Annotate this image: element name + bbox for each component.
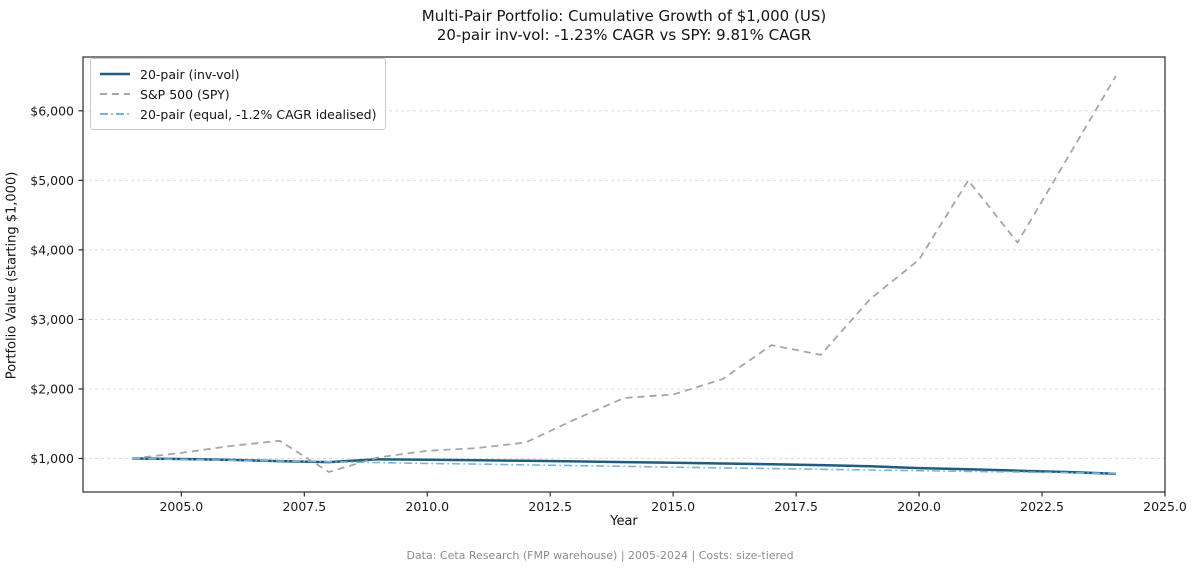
legend-label-invvol: 20-pair (inv-vol) — [140, 66, 240, 82]
legend-item-spy: S&P 500 (SPY) — [98, 84, 376, 104]
x-tick-label: 2012.5 — [528, 499, 572, 514]
legend-swatch-solid-line — [100, 72, 130, 76]
x-axis-label: Year — [610, 514, 638, 529]
series-line-spy — [132, 75, 1117, 473]
legend-item-invvol: 20-pair (inv-vol) — [98, 64, 376, 84]
footer-caption: Data: Ceta Research (FMP warehouse) | 20… — [406, 549, 794, 562]
x-tick-label: 2025.0 — [1143, 499, 1187, 514]
chart-subtitle: 20-pair inv-vol: -1.23% CAGR vs SPY: 9.8… — [436, 26, 812, 44]
legend-swatch-dashdot-line — [100, 113, 130, 115]
x-tick-label: 2015.0 — [651, 499, 695, 514]
y-tick-label: $1,000 — [30, 451, 74, 466]
y-tick-label: $2,000 — [30, 381, 74, 396]
legend: 20-pair (inv-vol) S&P 500 (SPY) 20-pair … — [90, 58, 387, 130]
y-tick-label: $3,000 — [30, 312, 74, 327]
x-tick-label: 2007.5 — [282, 499, 326, 514]
x-tick-label: 2020.0 — [897, 499, 941, 514]
legend-item-equal: 20-pair (equal, -1.2% CAGR idealised) — [98, 104, 376, 124]
x-tick-label: 2005.0 — [159, 499, 203, 514]
y-tick-label: $4,000 — [30, 242, 74, 257]
y-tick-label: $5,000 — [30, 173, 74, 188]
series-line-equal — [132, 457, 1116, 475]
legend-label-spy: S&P 500 (SPY) — [140, 86, 230, 102]
plot-frame — [82, 56, 1166, 493]
chart-region: 2005.0 2007.5 2010.0 2012.5 2015.0 2017.5 2020… — [4, 7, 1187, 529]
x-tick-label: 2010.0 — [405, 499, 449, 514]
x-tick-label: 2022.5 — [1020, 499, 1064, 514]
legend-label-equal: 20-pair (equal, -1.2% CAGR idealised) — [140, 106, 377, 122]
chart-title-block: Multi-Pair Portfolio: Cumulative Growth … — [83, 7, 1165, 45]
y-tick-label: $6,000 — [30, 103, 74, 118]
x-tick-label: 2017.5 — [774, 499, 818, 514]
y-axis-label: Portfolio Value (starting $1,000) — [4, 171, 20, 380]
legend-swatch-dashed-line — [100, 93, 130, 95]
chart-title: Multi-Pair Portfolio: Cumulative Growth … — [421, 7, 827, 25]
